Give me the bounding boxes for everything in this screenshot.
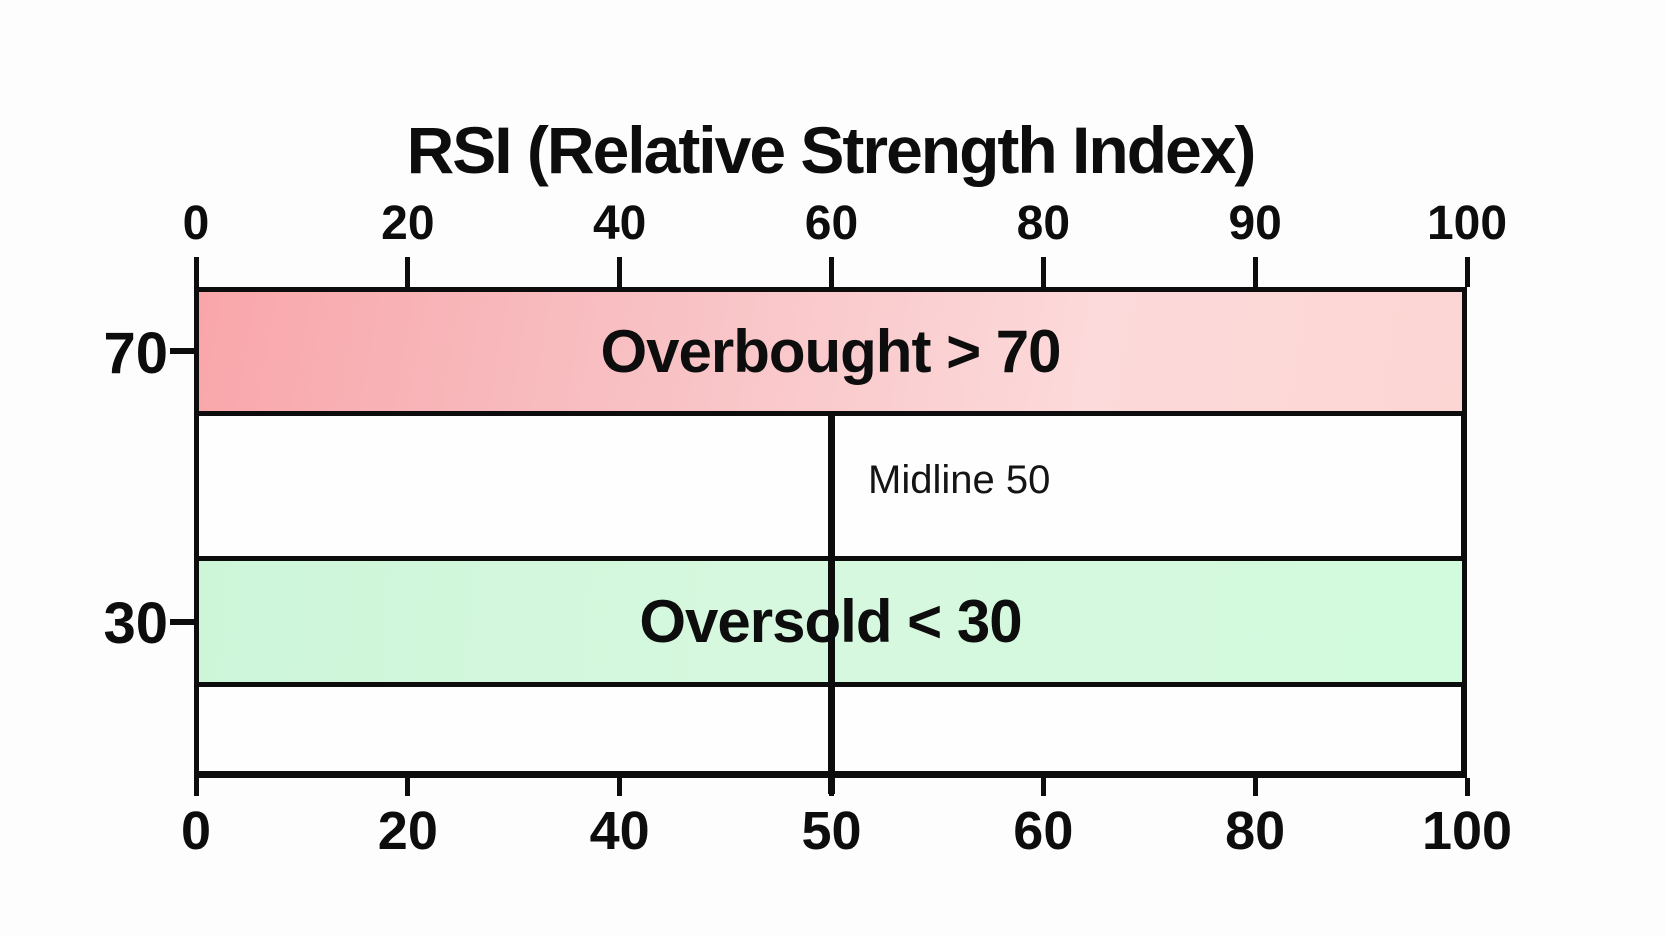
bottom-axis-tick [617, 778, 623, 796]
bottom-axis-tick-label: 20 [377, 801, 438, 861]
top-axis-tick-label: 80 [1016, 197, 1071, 250]
top-axis-tick [1464, 257, 1470, 287]
top-axis-tick [193, 257, 199, 287]
bottom-axis-tick-label: 0 [180, 801, 212, 861]
top-axis-tick [405, 257, 411, 287]
bottom-axis-tick-label: 80 [1225, 801, 1286, 861]
bottom-axis-tick-label: 60 [1013, 801, 1074, 861]
midline-50-line [828, 412, 835, 794]
overbought-zone-band: Overbought > 70 [194, 287, 1467, 416]
midline-50-label: Midline 50 [868, 458, 1051, 502]
y-axis-tick-mark-70 [170, 348, 195, 354]
bottom-axis-tick [1040, 778, 1046, 796]
chart-title: RSI (Relative Strength Index) [406, 113, 1257, 187]
y-axis-tick-label-70: 70 [103, 321, 168, 386]
bottom-axis-tick [193, 778, 199, 796]
top-axis-tick-label: 90 [1228, 197, 1282, 250]
bottom-axis-tick [1464, 778, 1470, 796]
top-axis-tick [1040, 257, 1046, 287]
overbought-zone-label: Overbought > 70 [600, 318, 1061, 385]
bottom-axis-tick-label: 50 [801, 801, 862, 861]
top-axis-tick [617, 257, 623, 287]
top-axis-tick [829, 257, 834, 287]
top-axis-tick-label: 40 [592, 197, 647, 250]
top-axis-tick-label: 0 [182, 197, 210, 250]
top-axis-tick-label: 20 [381, 197, 435, 250]
bottom-axis-tick [1252, 778, 1258, 796]
top-axis-tick [1252, 257, 1258, 287]
y-axis-tick-mark-30 [170, 619, 195, 625]
top-axis-tick-label: 60 [804, 197, 859, 250]
bottom-axis-tick-label: 40 [589, 801, 650, 861]
top-axis-tick-label: 100 [1426, 197, 1508, 250]
bottom-axis-tick [405, 778, 411, 796]
y-axis-tick-label-30: 30 [103, 591, 168, 656]
bottom-axis-tick-label: 100 [1421, 801, 1513, 861]
